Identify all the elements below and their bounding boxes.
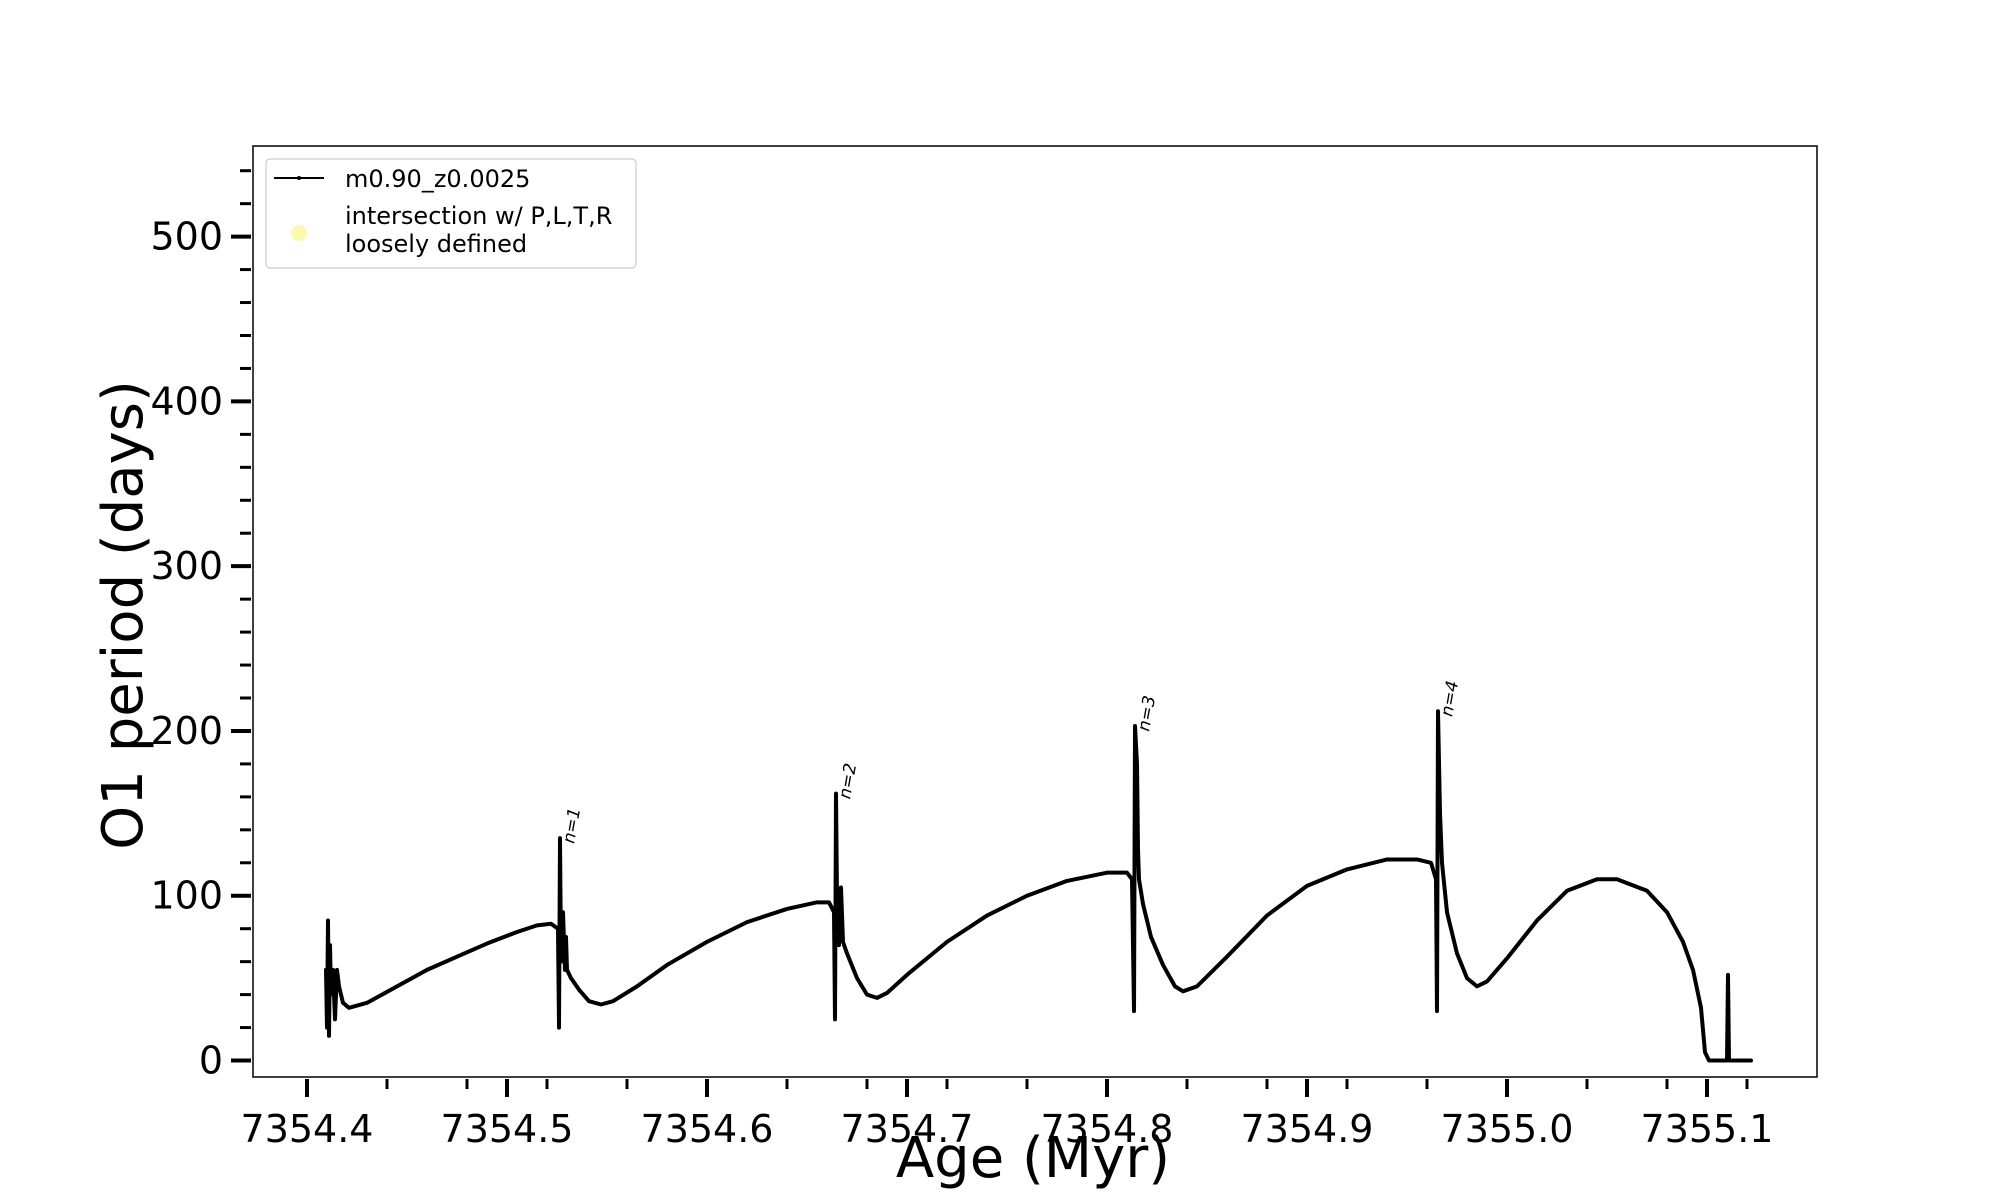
x-tick-label: 7354.8 [1041,1107,1174,1151]
x-tick-label: 7355.1 [1641,1107,1774,1151]
x-tick-label: 7354.9 [1241,1107,1374,1151]
legend-intersection-label-line-2: loosely defined [345,230,527,258]
y-tick-label: 300 [150,544,223,588]
legend-intersection-marker [291,225,307,241]
y-tick-label: 400 [150,379,223,423]
y-tick-label: 0 [199,1039,223,1083]
legend-intersection-label-line-1: intersection w/ P,L,T,R [345,202,612,230]
axis-ticks: 7354.4 7354.5 7354.6 7354.7 7354.8 7354.9 7355… [150,169,1774,1151]
x-tick-label: 7354.7 [841,1107,974,1151]
x-axis-title: Age (Myr) [896,1126,1170,1191]
x-tick-label: 7354.6 [641,1107,774,1151]
legend-line-swatch-dot [297,176,301,180]
x-tick-label: 7354.4 [241,1107,374,1151]
legend-series-label: m0.90_z0.0025 [345,165,530,193]
series-line-m0.90_z0.0025 [324,709,1753,1063]
y-tick-label: 200 [150,709,223,753]
x-tick-label: 7354.5 [441,1107,574,1151]
y-tick-label: 500 [150,215,223,259]
y-tick-label: 100 [150,874,223,918]
legend-box [265,158,637,269]
x-tick-label: 7355.0 [1441,1107,1574,1151]
legend: m0.90_z0.0025 intersection w/ P,L,T,R lo… [265,158,637,269]
plot-frame [252,145,1818,1078]
y-axis-title: O1 period (days) [91,380,156,850]
